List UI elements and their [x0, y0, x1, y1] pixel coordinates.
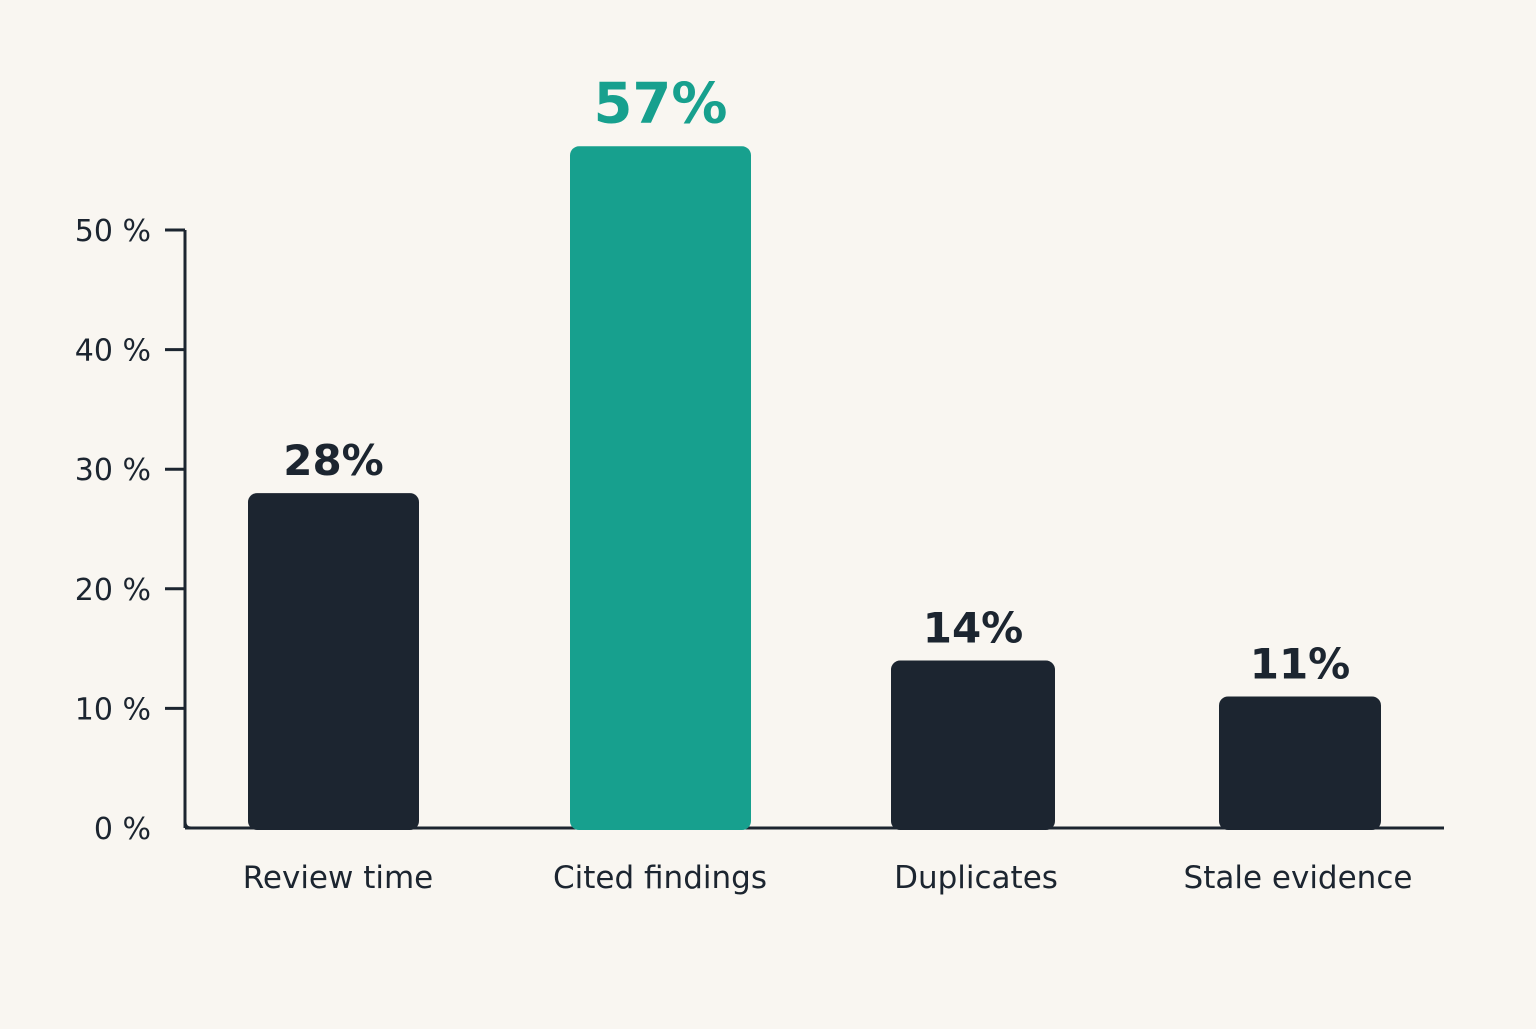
bar-duplicates: [891, 660, 1055, 830]
y-tick-label: 30 %: [75, 453, 151, 488]
y-tick-label: 20 %: [75, 573, 151, 608]
bar-review-time: [248, 493, 419, 830]
bars: [248, 146, 1381, 830]
y-tick-label: 40 %: [75, 334, 151, 369]
labels: 28% Review time 57% Cited findings 14% Duplic…: [243, 71, 1413, 896]
x-category-label: Review time: [243, 860, 434, 896]
y-tick-label: 50 %: [75, 214, 151, 249]
x-category-label: Duplicates: [894, 860, 1058, 896]
axis-corner: [183, 821, 192, 830]
x-category-label: Cited findings: [553, 860, 767, 896]
bar-value-label: 28%: [283, 436, 384, 485]
y-tick-label: 10 %: [75, 692, 151, 727]
x-category-label: Stale evidence: [1184, 860, 1413, 896]
bar-value-label: 11%: [1250, 639, 1351, 688]
axes: 0 % 10 % 20 % 30 % 40 % 50 %: [75, 214, 1444, 847]
y-tick-label: 0 %: [94, 812, 151, 847]
bar-value-label: 57%: [593, 71, 727, 136]
bar-stale-evidence: [1219, 696, 1381, 830]
bar-cited-findings: [570, 146, 751, 830]
bar-value-label: 14%: [923, 604, 1024, 653]
